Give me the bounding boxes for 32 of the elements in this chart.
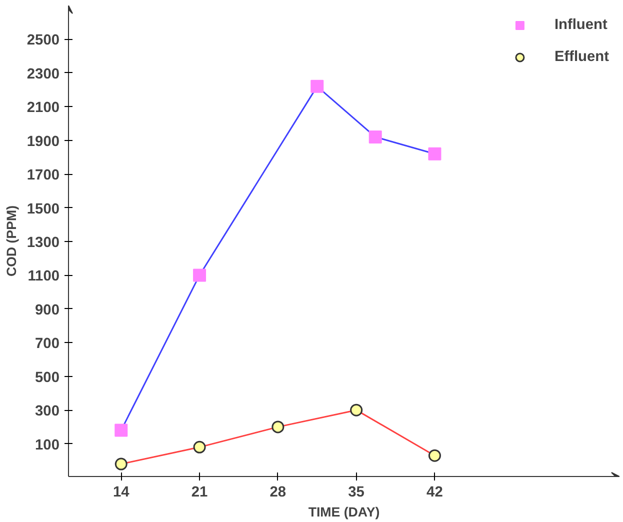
x-axis-title: TIME (DAY)	[308, 504, 380, 520]
y-tick-label: 300	[35, 404, 60, 420]
y-tick-label: 1100	[28, 268, 60, 285]
point	[193, 268, 206, 282]
point	[114, 458, 128, 470]
legend-label: Effluent	[554, 49, 609, 65]
point	[368, 130, 382, 144]
x-tick-label: 14	[112, 484, 130, 500]
y-tick-label: 1900	[26, 134, 60, 150]
point	[428, 147, 442, 160]
y-tick-label: 100	[35, 437, 60, 454]
y-axis-title: COD (PPM)	[4, 205, 19, 277]
y-tick-label: 1300	[26, 235, 60, 252]
y-tick-label: 500	[35, 370, 60, 386]
point	[428, 449, 441, 462]
point	[272, 420, 284, 434]
y-tick-label: 1500	[26, 201, 60, 218]
x-tick-label: 35	[348, 484, 364, 500]
point	[193, 440, 206, 454]
y-tick-label: 2500	[26, 32, 60, 49]
y-tick-label: 2100	[26, 100, 60, 116]
legend-label: Influent	[554, 17, 608, 33]
x-tick-label: 21	[191, 484, 208, 500]
x-tick-label: 42	[426, 484, 443, 500]
point	[310, 80, 324, 93]
y-tick-label: 1700	[26, 168, 60, 184]
point	[350, 404, 363, 416]
y-tick-label: 700	[35, 336, 60, 352]
y-tick-label: 900	[35, 302, 60, 318]
point	[114, 424, 128, 437]
y-tick-label: 2300	[26, 66, 60, 82]
x-tick-label: 28	[270, 484, 286, 500]
